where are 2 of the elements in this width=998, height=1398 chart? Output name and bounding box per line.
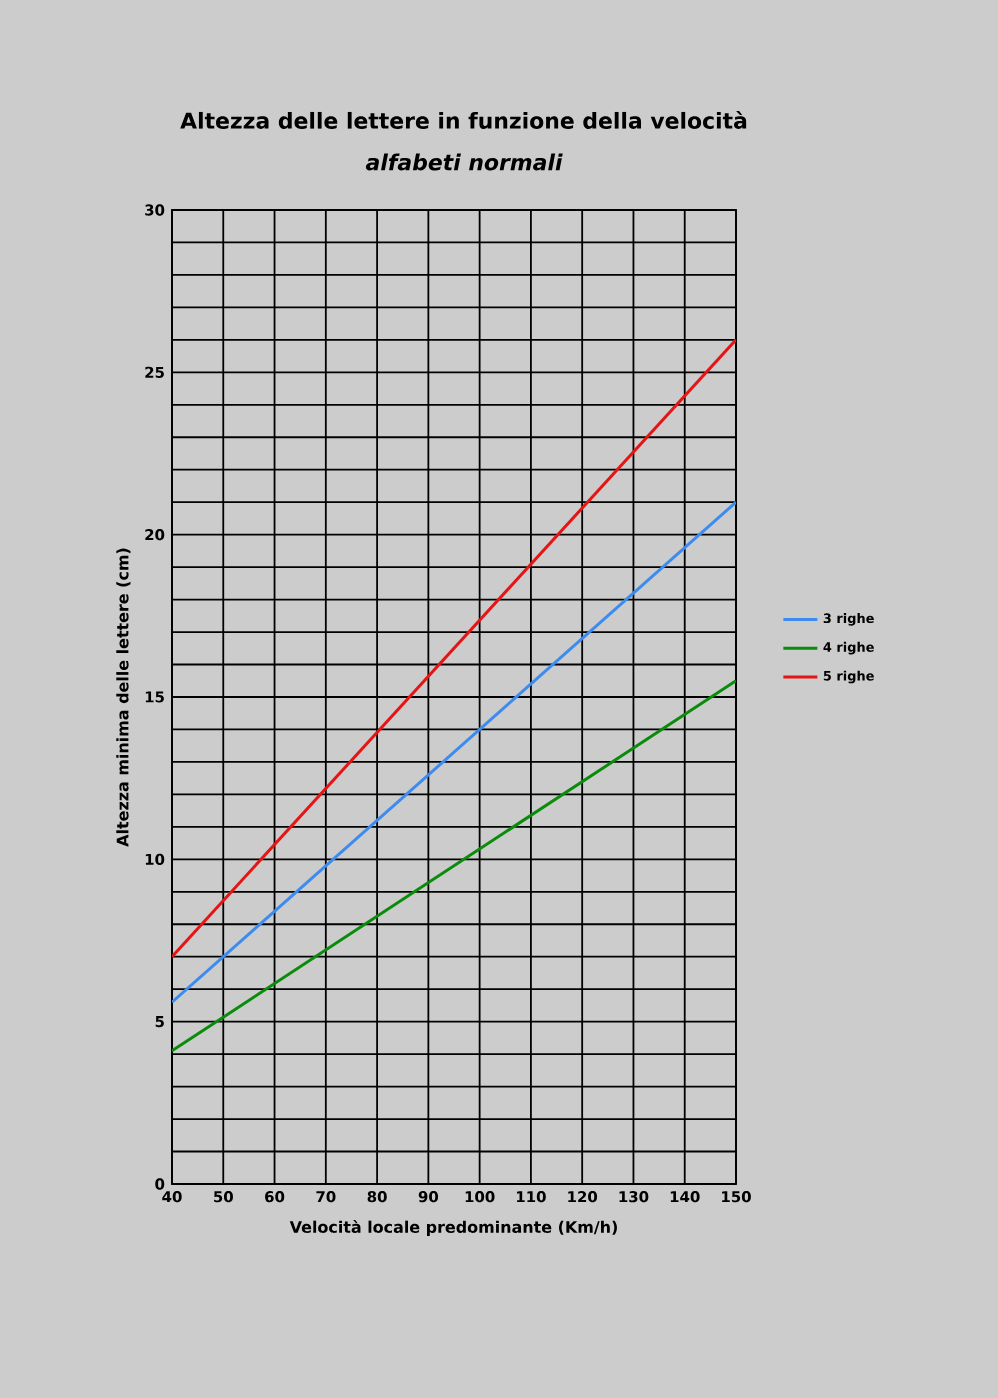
chart-subtitle: alfabeti normali	[365, 153, 563, 171]
chart-title: Altezza delle lettere in funzione della velocità	[180, 111, 747, 129]
